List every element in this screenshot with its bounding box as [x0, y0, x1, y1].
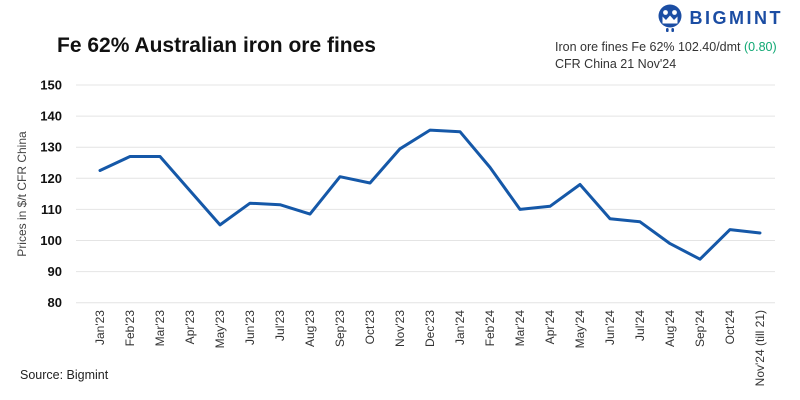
x-tick-label: Aug'23: [303, 310, 317, 347]
brand-wordmark: BIGMINT: [689, 7, 783, 28]
price-quote: Iron ore fines Fe 62% 102.40/dmt (0.80) …: [555, 39, 777, 73]
page-title: Fe 62% Australian iron ore fines: [57, 34, 376, 57]
price-quote-line2: CFR China 21 Nov'24: [555, 56, 677, 71]
price-quote-line1: Iron ore fines Fe 62% 102.40/dmt (0.80): [555, 39, 777, 56]
y-tick-label: 150: [40, 78, 62, 93]
x-tick-label: Apr'24: [543, 310, 557, 345]
y-tick-label: 130: [40, 140, 62, 155]
x-tick-label: Jun'24: [603, 310, 617, 345]
price-quote-text: Iron ore fines Fe 62% 102.40/dmt: [555, 40, 744, 54]
y-tick-label: 100: [40, 233, 62, 248]
brand-logo: BIGMINT: [655, 3, 784, 33]
x-tick-label: Sep'23: [333, 310, 347, 347]
y-tick-label: 110: [41, 202, 62, 217]
bigmint-icon: [658, 4, 681, 32]
y-tick-label: 80: [48, 295, 62, 310]
y-tick-label: 90: [48, 264, 62, 279]
x-tick-label: May'24: [573, 310, 587, 349]
x-tick-label: May'23: [213, 310, 227, 349]
y-tick-label: 140: [40, 109, 62, 124]
x-tick-label: Oct'23: [363, 310, 377, 345]
x-tick-label: Feb'23: [123, 310, 137, 347]
x-tick-label: Jan'24: [453, 310, 467, 345]
source-note: Source: Bigmint: [20, 368, 109, 382]
x-tick-label: Oct'24: [723, 310, 737, 345]
x-tick-label: Apr'23: [183, 310, 197, 345]
x-tick-label: Aug'24: [663, 310, 677, 347]
price-line: [98, 128, 762, 261]
x-tick-label: Nov'24 (till 21): [753, 310, 767, 386]
x-tick-label: Dec'23: [423, 310, 437, 347]
y-axis-title: Prices in $/t CFR China: [15, 131, 29, 257]
x-tick-label: Jan'23: [93, 310, 107, 345]
x-tick-label: Jun'23: [243, 310, 257, 345]
y-tick-label: 120: [40, 171, 62, 186]
x-tick-label: Jul'24: [633, 310, 647, 341]
price-change-badge: (0.80): [744, 40, 777, 54]
x-tick-label: Mar'24: [513, 310, 527, 347]
x-tick-label: Jul'23: [273, 310, 287, 341]
x-tick-label: Nov'23: [393, 310, 407, 347]
x-tick-label: Feb'24: [483, 310, 497, 347]
x-tick-label: Sep'24: [693, 310, 707, 347]
x-tick-label: Mar'23: [153, 310, 167, 347]
